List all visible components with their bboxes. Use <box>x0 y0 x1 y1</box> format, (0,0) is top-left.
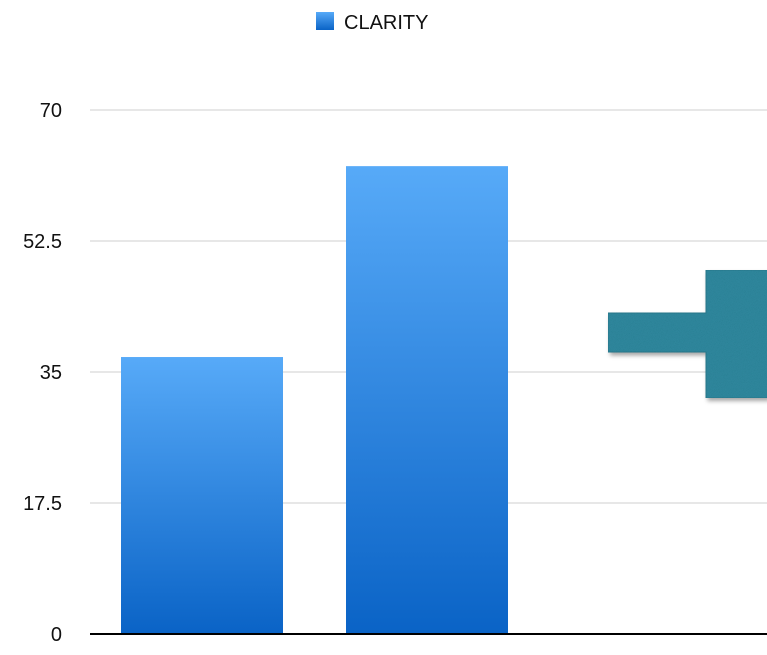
y-axis-tick-labels: 0 17.5 35 52.5 70 <box>23 100 62 646</box>
bar <box>121 357 283 634</box>
y-tick-label: 35 <box>40 362 62 384</box>
legend-swatch <box>316 12 334 30</box>
y-tick-label: 0 <box>51 624 62 646</box>
arrow-right-icon <box>607 269 767 399</box>
bars <box>121 166 508 634</box>
y-tick-label: 17.5 <box>23 493 62 515</box>
legend: CLARITY <box>316 12 428 34</box>
arrow-shape <box>607 269 767 399</box>
legend-label-clarity: CLARITY <box>344 12 428 34</box>
y-tick-label: 70 <box>40 100 62 122</box>
y-tick-label: 52.5 <box>23 231 62 253</box>
bar <box>346 166 508 634</box>
